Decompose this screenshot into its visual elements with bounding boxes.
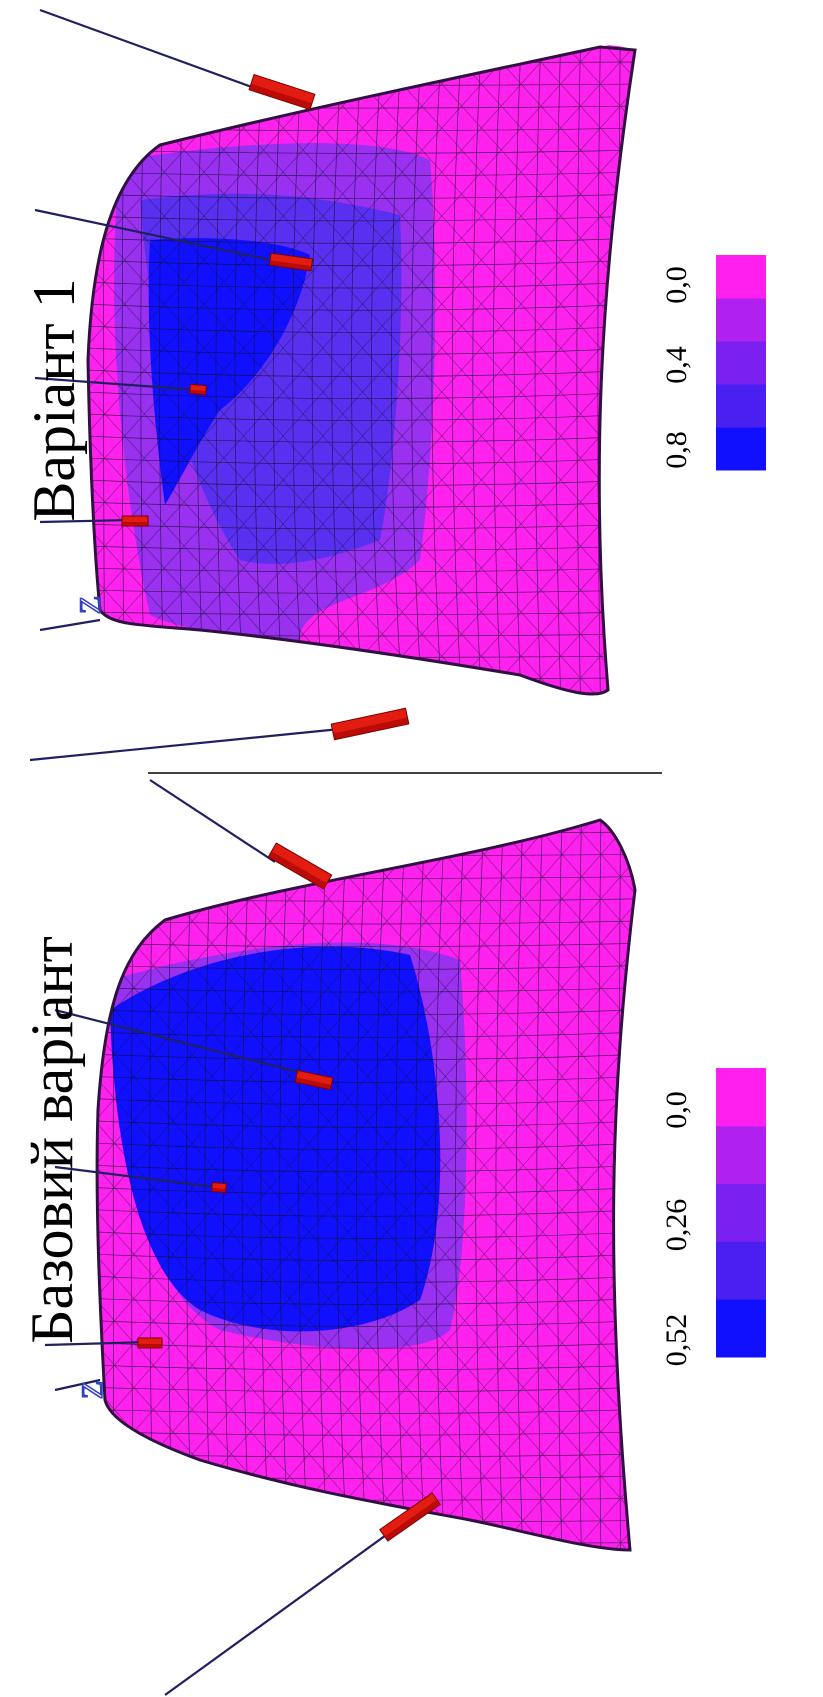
insert-bar <box>248 73 316 111</box>
legend-swatch <box>716 1299 766 1358</box>
insert-bar <box>189 383 207 396</box>
axis-label-z: Z <box>74 596 107 614</box>
panel-base-variant: Z Базовий варіант 0,52 0,26 0,0 <box>19 779 766 1696</box>
legend-swatch <box>716 1183 766 1242</box>
legend-label-mid: 0,4 <box>660 346 693 384</box>
legend-swatch <box>716 1068 766 1127</box>
insert-bar <box>267 842 333 890</box>
legend-colorbar <box>716 1068 766 1358</box>
insert-bar <box>294 1069 334 1091</box>
shell-surface <box>97 820 636 1550</box>
legend: 0,8 0,4 0,0 <box>660 255 766 471</box>
inserts <box>121 73 410 741</box>
insert-bar <box>211 1181 227 1194</box>
legend-swatch <box>716 341 766 385</box>
legend-label-max: 0,8 <box>660 431 693 469</box>
insert-bar <box>330 707 410 741</box>
panel-title: Варіант 1 <box>21 278 87 521</box>
inserts <box>137 842 441 1542</box>
cables <box>29 8 351 762</box>
legend-swatch <box>716 1125 766 1185</box>
legend-label-max: 0,52 <box>660 1314 693 1367</box>
legend-label-min: 0,0 <box>660 266 693 304</box>
shell-outline <box>95 818 637 1552</box>
legend-swatch <box>716 427 766 471</box>
insert-bar <box>121 515 149 527</box>
legend-swatch <box>716 298 766 342</box>
legend-colorbar <box>716 255 766 471</box>
panel-variant-1: Z Варіант 1 0,8 0,4 0,0 <box>21 8 766 762</box>
legend: 0,52 0,26 0,0 <box>660 1068 766 1366</box>
legend-label-mid: 0,26 <box>660 1199 693 1252</box>
legend-swatch <box>716 384 766 428</box>
insert-bar <box>379 1492 441 1542</box>
legend-swatch <box>716 1241 766 1300</box>
cables <box>44 779 401 1696</box>
insert-bar <box>137 1337 163 1349</box>
insert-bar <box>268 252 314 272</box>
panel-title: Базовий варіант <box>19 936 85 1344</box>
legend-swatch <box>716 255 766 299</box>
axis-label-z: Z <box>76 1381 109 1399</box>
shell-surface <box>88 45 635 695</box>
legend-label-min: 0,0 <box>660 1091 693 1129</box>
shell-outline <box>86 45 637 696</box>
